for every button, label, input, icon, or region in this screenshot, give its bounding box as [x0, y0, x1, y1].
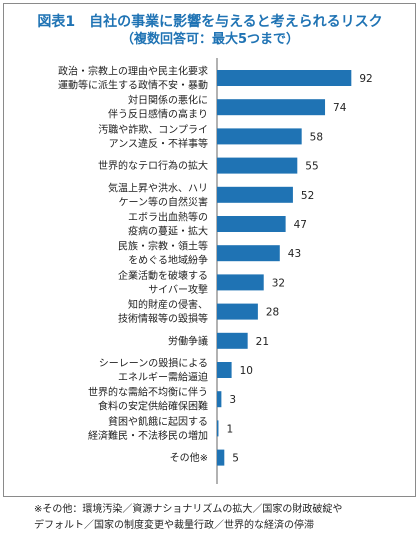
bar — [217, 332, 248, 349]
category-label: 対日関係の悪化に — [128, 94, 208, 107]
category-label: サイバー攻撃 — [148, 283, 208, 296]
bar — [217, 362, 232, 378]
category-label: 政治・宗教上の理由や民主化要求 — [58, 65, 208, 78]
data-label: 74 — [333, 102, 347, 114]
data-label: 52 — [301, 190, 314, 202]
category-label: その他※ — [170, 451, 208, 464]
data-label: 47 — [294, 219, 307, 231]
category-label: 技術情報等の毀損等 — [118, 312, 208, 325]
data-label: 55 — [305, 161, 318, 173]
chart-title: 図表1 自社の事業に影響を与えると考えられるリスク — [37, 14, 383, 30]
category-label: 疫病の蔓延・拡大 — [128, 225, 208, 238]
category-label: 知的財産の侵害、 — [128, 298, 208, 311]
category-label: エネルギー需給逼迫 — [118, 371, 208, 384]
category-label: 世界的なテロ行為の拡大 — [98, 159, 208, 172]
bar — [217, 449, 225, 466]
data-label: 58 — [310, 131, 323, 143]
category-label: 世界的な需給不均衡に伴う — [88, 386, 208, 399]
data-label: 28 — [266, 307, 279, 319]
category-label: 企業活動を破壊する — [118, 269, 208, 282]
data-label: 92 — [359, 73, 372, 85]
category-label: 貧困や飢餓に起因する — [108, 415, 208, 428]
bar — [217, 128, 302, 145]
data-label: 1 — [226, 423, 233, 435]
bar — [217, 274, 264, 291]
bar — [217, 420, 219, 437]
category-label: エボラ出血熱等の — [128, 211, 208, 224]
data-label: 5 — [232, 453, 239, 465]
bar — [217, 99, 326, 116]
bar — [217, 303, 258, 320]
category-label: 食料の安定供給確保困難 — [98, 400, 208, 413]
category-label: 伴う反日感情の高まり — [108, 108, 208, 121]
bar — [217, 245, 280, 262]
category-label: 気温上昇や洪水、ハリ — [108, 181, 208, 194]
data-label: 10 — [240, 365, 253, 377]
category-label: ケーン等の自然災害 — [119, 195, 209, 208]
category-label: アンス違反・不祥事等 — [109, 137, 208, 150]
bar — [217, 70, 352, 86]
category-label: 労働争議 — [168, 334, 208, 347]
category-label: 運動等に派生する政情不安・暴動 — [58, 79, 208, 92]
bar — [217, 157, 298, 174]
category-label: 民族・宗教・領土等 — [118, 240, 208, 253]
category-label: シーレーンの毀損による — [99, 357, 208, 370]
bar — [217, 391, 222, 408]
category-label: 汚職や詐欺、コンプライ — [98, 123, 208, 136]
footnote-line-2: デフォルト／国家の制度変更や裁量行政／世界的な経済の停滞 — [34, 520, 314, 531]
bar — [217, 186, 293, 203]
bar — [217, 216, 286, 232]
data-label: 32 — [272, 277, 285, 289]
chart-subtitle: （複数回答可：最大5つまで） — [120, 32, 300, 47]
data-label: 21 — [256, 336, 269, 348]
data-label: 43 — [288, 248, 301, 260]
footnote-line-1: ※その他：環境汚染／資源ナショナリズムの拡大／国家の財政破綻や — [34, 504, 343, 515]
category-label: をめぐる地域紛争 — [128, 254, 208, 267]
data-label: 3 — [229, 394, 236, 406]
category-label: 経済難民・不法移民の増加 — [88, 429, 208, 442]
